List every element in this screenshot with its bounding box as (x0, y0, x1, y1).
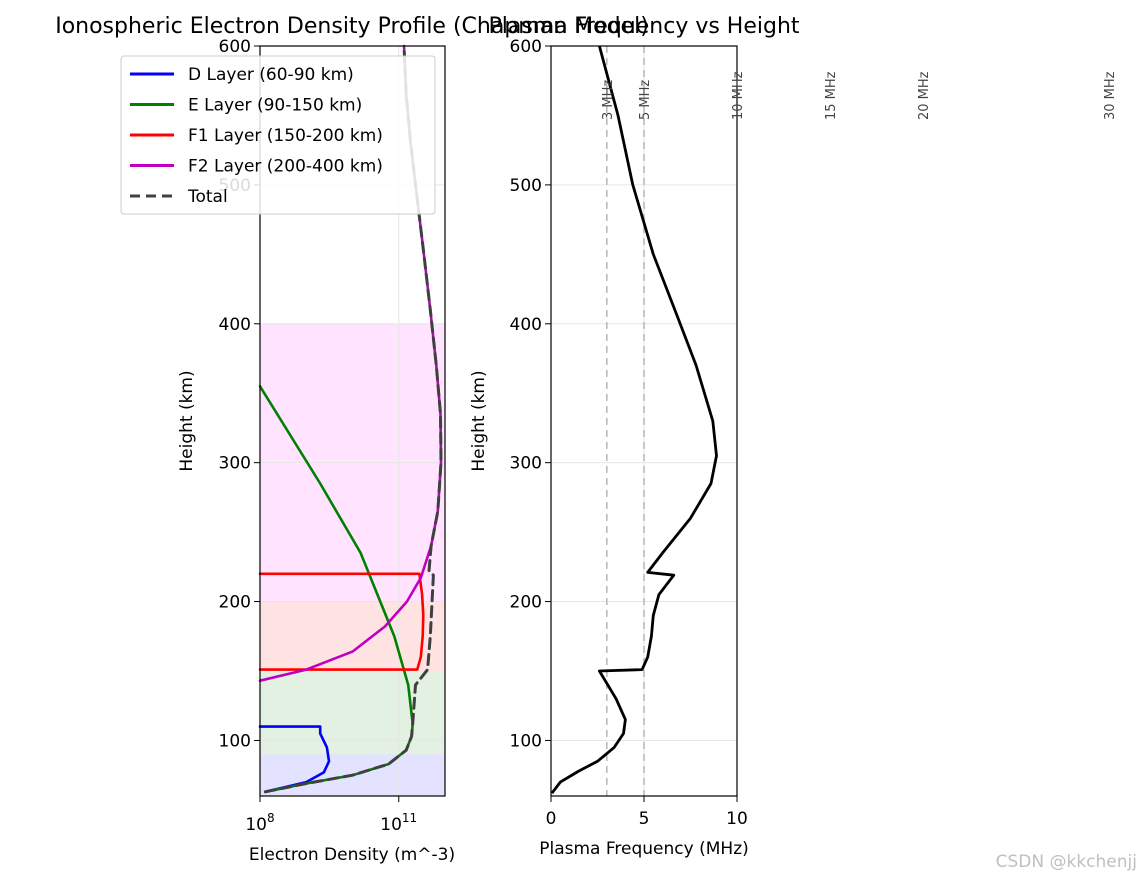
density-series-0 (258, 725, 331, 794)
frequency-marker-label-2: 10 MHz (731, 71, 746, 120)
legend-label-2: F1 Layer (150-200 km) (188, 126, 383, 146)
density-xtick-label-11: 1011 (380, 811, 417, 835)
plasma-xtick-label-0: 0 (546, 809, 557, 829)
density-ytick-label-400: 400 (219, 315, 251, 335)
density-x-ticks: 108 1011 (245, 796, 417, 835)
plasma-ytick-label-100: 100 (510, 731, 542, 751)
frequency-marker-label-4: 20 MHz (917, 71, 932, 120)
plasma-ytick-label-200: 200 (510, 593, 542, 613)
plasma-x-label: Plasma Frequency (MHz) (539, 839, 749, 859)
plasma-xtick-label-10: 10 (726, 809, 748, 829)
plasma-ytick-label-500: 500 (510, 176, 542, 196)
plasma-ytick-label-400: 400 (510, 315, 542, 335)
plasma-series (550, 45, 718, 795)
plasma-series-0 (550, 45, 718, 795)
density-axes-frame (259, 45, 446, 797)
legend-label-3: F2 Layer (200-400 km) (188, 157, 383, 177)
watermark: CSDN @kkchenjj (996, 852, 1137, 872)
density-ytick-label-300: 300 (219, 454, 251, 474)
plasma-x-ticks: 0 5 10 (546, 796, 748, 829)
layer-bands (260, 323, 445, 796)
frequency-marker-label-0: 3 MHz (601, 80, 616, 120)
density-x-label: Electron Density (m^-3) (249, 845, 455, 865)
frequency-marker-label-3: 15 MHz (824, 71, 839, 120)
plasma-title: Plasma Frequency vs Height (488, 14, 799, 39)
density-series-4 (263, 44, 443, 794)
legend-label-0: D Layer (60-90 km) (188, 65, 354, 85)
legend-label-1: E Layer (90-150 km) (188, 96, 362, 116)
legend-box (120, 55, 436, 215)
frequency-marker-label-1: 5 MHz (638, 80, 653, 120)
legend: D Layer (60-90 km) E Layer (90-150 km) F1 … (120, 55, 436, 215)
density-y-label: Height (km) (177, 370, 197, 471)
density-xtick-label-8: 108 (245, 811, 274, 835)
frequency-markers: 3 MHz 5 MHz 10 MHz 15 MHz 20 MHz 30 MHz (601, 71, 1118, 120)
layer-band-f1 (260, 601, 445, 671)
plasma-xtick-label-5: 5 (639, 809, 650, 829)
density-ytick-label-200: 200 (219, 593, 251, 613)
plasma-y-ticks: 100 200 300 400 500 600 (510, 37, 551, 751)
legend-label-4: Total (187, 187, 228, 207)
density-ytick-label-100: 100 (219, 731, 251, 751)
frequency-marker-label-5: 30 MHz (1103, 71, 1118, 120)
plasma-panel: 100 200 300 400 500 600 0 5 10 3 MHz 5 MHz 10 MHz… (469, 37, 1118, 859)
density-title: Ionospheric Electron Density Profile (Ch… (55, 14, 649, 39)
plasma-ytick-label-600: 600 (510, 37, 542, 57)
density-ytick-label-600: 600 (219, 37, 251, 57)
plasma-y-label: Height (km) (469, 370, 489, 471)
reference-lines (605, 46, 645, 796)
plasma-ytick-label-300: 300 (510, 454, 542, 474)
